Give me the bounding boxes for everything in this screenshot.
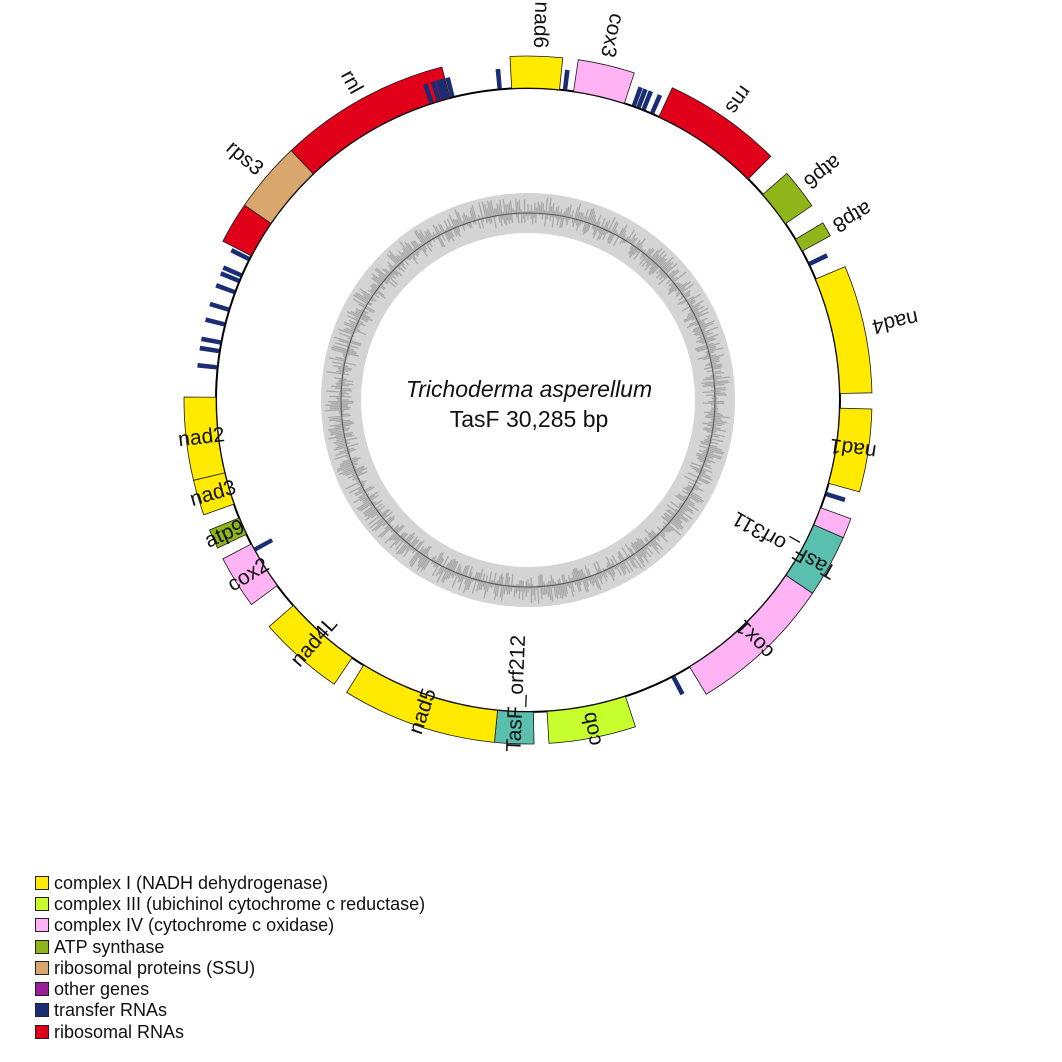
legend-item: complex IV (cytochrome c oxidase) <box>35 915 635 936</box>
trna-tick <box>219 271 240 283</box>
gene-arc-atp9 <box>208 517 247 549</box>
legend-item: other genes <box>35 978 635 999</box>
trna-tick <box>215 283 236 295</box>
legend-swatch <box>35 982 49 997</box>
trna-tick <box>650 94 663 114</box>
gene-label-atp6: atp6 <box>799 150 845 193</box>
legend-label: complex III (ubichinol cytochrome c redu… <box>54 893 426 914</box>
legend: complex I (NADH dehydrogenase) complex II… <box>35 872 635 1042</box>
trna-tick <box>631 86 643 107</box>
trna-tick <box>200 336 222 345</box>
trna-tick <box>445 77 455 98</box>
legend-swatch <box>35 896 49 911</box>
gene-arc-nad4 <box>815 266 873 394</box>
gene-label-atp8: atp8 <box>829 197 876 237</box>
gene-arc-nad5 <box>346 664 498 743</box>
gene-label-atp9: atp9 <box>201 515 248 553</box>
trna-tick <box>495 68 502 89</box>
trna-tick <box>439 78 450 99</box>
trna-tick <box>671 675 685 696</box>
legend-label: transfer RNAs <box>54 1000 168 1021</box>
gene-arc-cox2 <box>222 543 278 606</box>
gene-label-nad6: nad6 <box>529 1 554 48</box>
gene-label-rps3: rps3 <box>222 136 268 180</box>
gene-arc-nad4l <box>268 604 353 685</box>
legend-label: ribosomal proteins (SSU) <box>54 957 256 978</box>
gene-label-rns: rns <box>720 81 756 118</box>
legend-swatch <box>35 918 49 933</box>
gene-arc-nad1 <box>828 407 873 493</box>
trna-tick <box>808 253 829 266</box>
gene-label-nad4: nad4 <box>870 306 921 338</box>
legend-label: complex IV (cytochrome c oxidase) <box>54 915 335 936</box>
trna-tick <box>209 301 230 312</box>
gc-content-ring <box>321 193 735 607</box>
gene-label-tasf-orf212: TasF_orf212 <box>502 635 530 753</box>
genome-size-label: TasF 30,285 bp <box>450 406 609 432</box>
legend-swatch <box>35 875 49 890</box>
gene-arc-rns <box>658 87 772 180</box>
legend-item: transfer RNAs <box>35 1000 635 1021</box>
species-name: Trichoderma asperellum <box>406 376 652 402</box>
legend-item: complex I (NADH dehydrogenase) <box>35 872 635 893</box>
gene-arc-atp8 <box>794 222 831 252</box>
legend-swatch <box>35 960 49 975</box>
trna-tick <box>636 88 648 109</box>
legend-swatch <box>35 1024 49 1039</box>
gc-content-spikes <box>324 197 731 604</box>
gene-arc-cox1 <box>689 574 814 695</box>
gene-arc-nad6 <box>509 55 564 91</box>
gene-arc-cox3 <box>573 59 635 104</box>
legend-label: ribosomal RNAs <box>54 1021 185 1042</box>
trna-tick <box>197 362 218 370</box>
legend-item: ribosomal RNAs <box>35 1021 635 1042</box>
legend-item: ribosomal proteins (SSU) <box>35 957 635 978</box>
gc-midline <box>340 212 716 588</box>
legend-item: ATP synthase <box>35 936 635 957</box>
legend-item: complex III (ubichinol cytochrome c redu… <box>35 893 635 914</box>
gene-label-nad2: nad2 <box>177 423 226 451</box>
trna-tick <box>562 69 570 90</box>
legend-label: complex I (NADH dehydrogenase) <box>54 872 329 893</box>
gene-label-rnl: rnl <box>336 66 367 98</box>
legend-label: other genes <box>54 979 150 1000</box>
gene-track <box>183 55 873 745</box>
gene-label-cox3: cox3 <box>596 11 628 59</box>
trna-tick <box>199 345 220 354</box>
trna-tick <box>253 538 274 552</box>
trna-tick <box>423 83 434 104</box>
gene-arc-rnl <box>290 66 451 175</box>
trna-tick <box>641 90 654 111</box>
legend-label: ATP synthase <box>54 936 165 957</box>
trna-tick <box>230 248 250 261</box>
trna-track <box>197 68 846 696</box>
trna-tick <box>222 265 243 278</box>
legend-swatch <box>35 939 49 954</box>
trna-tick <box>430 80 441 101</box>
trna-tick <box>205 317 226 327</box>
legend-swatch <box>35 1003 49 1018</box>
gene-arc-atp6 <box>762 172 813 225</box>
trna-tick <box>825 491 846 503</box>
gene-arc-nad2 <box>183 396 226 481</box>
gene-arc-cob <box>546 695 636 744</box>
